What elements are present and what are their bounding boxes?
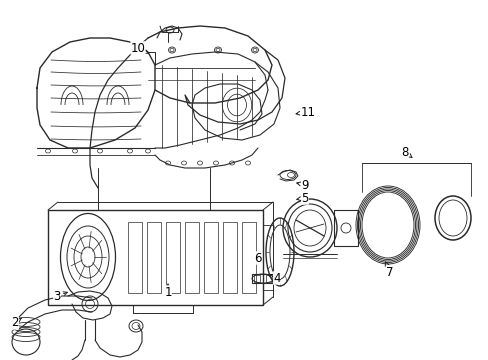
Bar xyxy=(203,222,218,293)
Text: 10: 10 xyxy=(130,41,148,54)
Text: 3: 3 xyxy=(53,289,67,302)
Bar xyxy=(253,275,260,282)
Bar xyxy=(184,222,199,293)
Bar xyxy=(48,210,263,305)
Text: 7: 7 xyxy=(385,262,393,279)
Text: 5: 5 xyxy=(296,192,308,204)
Bar xyxy=(265,275,271,282)
Bar xyxy=(165,222,180,293)
Text: 2: 2 xyxy=(11,316,21,329)
Text: 4: 4 xyxy=(268,271,280,284)
Text: 6: 6 xyxy=(254,252,261,265)
Bar xyxy=(128,222,142,293)
Text: 11: 11 xyxy=(295,105,315,118)
Text: 9: 9 xyxy=(296,179,308,192)
Bar xyxy=(147,222,161,293)
Bar xyxy=(251,274,273,283)
Bar xyxy=(333,210,357,246)
Bar xyxy=(223,222,237,293)
Text: 8: 8 xyxy=(401,145,411,158)
Text: 1: 1 xyxy=(164,284,171,298)
Bar xyxy=(242,222,256,293)
